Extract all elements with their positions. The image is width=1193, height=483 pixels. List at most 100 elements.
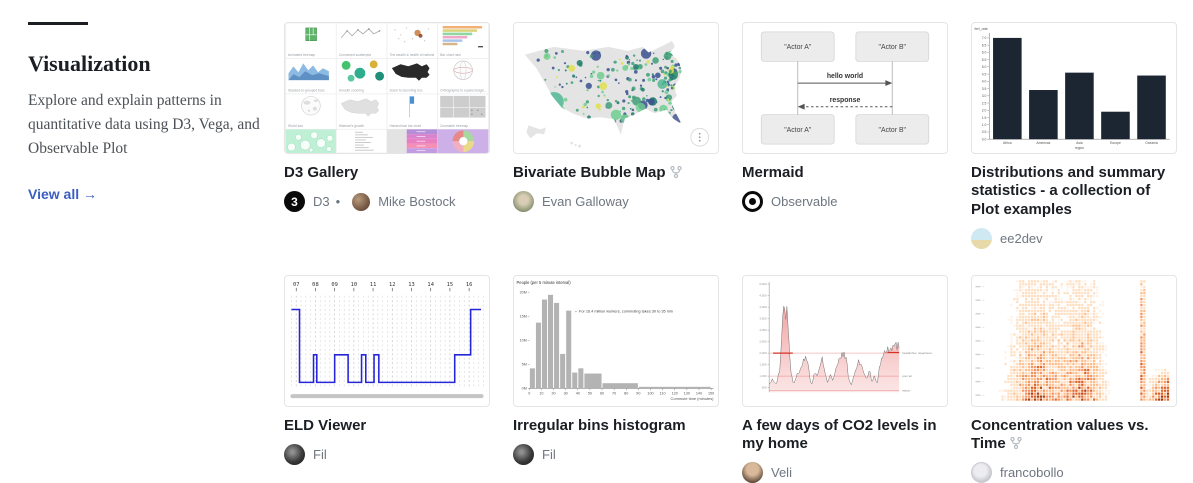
card-thumbnail-link[interactable]: People (per 5 minute interval) 0M 5M 10M 15M…	[513, 274, 719, 407]
d3-logo-avatar[interactable]: 3	[284, 191, 305, 213]
avatar[interactable]	[352, 192, 371, 211]
svg-text:Americas: Americas	[1036, 141, 1050, 145]
svg-text:90: 90	[636, 392, 640, 396]
svg-text:Stacked-to-grouped bars: Stacked-to-grouped bars	[288, 88, 325, 92]
area-chart-thumbnail: 5,000 4,500 4,000 3,500 3,000 2,500 2,000 1,500…	[759, 281, 933, 392]
svg-text:5.5: 5.5	[982, 58, 987, 62]
card-grid: Animated treemap Connected scatterplot The…	[284, 22, 1177, 483]
author-name[interactable]: Evan Galloway	[542, 194, 629, 210]
svg-text:10: 10	[351, 282, 358, 288]
svg-text:10M: 10M	[520, 338, 527, 342]
author-row: Fil	[284, 444, 490, 466]
card-d3-gallery: Animated treemap Connected scatterplot The…	[284, 22, 490, 213]
svg-text:"Actor A": "Actor A"	[784, 44, 812, 51]
section-description: Explore and explain patterns in quantita…	[28, 92, 260, 158]
avatar[interactable]	[971, 227, 992, 249]
mermaid-thumbnail: "Actor A" "Actor B" "Actor A" "Actor B" hell…	[760, 31, 930, 145]
author-name[interactable]: D3	[313, 194, 330, 210]
svg-text:5.0: 5.0	[982, 65, 987, 69]
card-title-text: Bivariate Bubble Map	[513, 164, 666, 181]
svg-text:World tour: World tour	[288, 124, 304, 128]
card-title[interactable]: Bivariate Bubble Map	[513, 164, 719, 182]
svg-text:3.5: 3.5	[982, 87, 987, 91]
svg-text:2,500: 2,500	[759, 340, 767, 344]
svg-text:4,500: 4,500	[759, 294, 767, 298]
avatar[interactable]	[284, 444, 305, 466]
card-thumbnail-link[interactable]: fert_rate 0.0 0.5 1.0 1.5 2.0 2.5 3.0 3.5 4.0 4.5 5…	[971, 22, 1177, 154]
card-title[interactable]: Concentration values vs. Time	[971, 417, 1177, 454]
svg-text:1,000: 1,000	[759, 374, 767, 378]
author-name[interactable]: ee2dev	[1000, 230, 1043, 246]
svg-text:15: 15	[447, 282, 454, 288]
card-title[interactable]: Mermaid	[742, 164, 948, 182]
card-thumbnail-link[interactable]: Animated treemap Connected scatterplot The…	[284, 22, 490, 154]
svg-text:0.0: 0.0	[982, 137, 987, 141]
card-mermaid: "Actor A" "Actor B" "Actor A" "Actor B" hell…	[742, 22, 948, 213]
svg-text:Smooth zooming: Smooth zooming	[339, 88, 364, 92]
card-thumbnail-link[interactable]: "Actor A" "Actor B" "Actor A" "Actor B" hell…	[742, 22, 948, 154]
svg-text:hello world: hello world	[827, 73, 863, 80]
svg-text:7.0: 7.0	[982, 36, 987, 40]
card-title[interactable]: Irregular bins histogram	[513, 417, 719, 435]
svg-text:Walmart's growth: Walmart's growth	[339, 124, 365, 128]
svg-text:indoor: indoor	[902, 388, 910, 392]
card-irregular-bins-histogram: People (per 5 minute interval) 0M 5M 10M 15M…	[513, 274, 719, 466]
author-name[interactable]: Mike Bostock	[378, 194, 456, 210]
card-thumbnail-link[interactable]	[971, 274, 1177, 407]
author-name[interactable]: francobollo	[1000, 465, 1064, 481]
card-title[interactable]: ELD Viewer	[284, 417, 490, 435]
bubble-map-thumbnail	[523, 40, 710, 148]
avatar[interactable]	[971, 462, 992, 483]
svg-text:"Actor A": "Actor A"	[784, 127, 812, 134]
svg-text:Connected scatterplot: Connected scatterplot	[339, 53, 371, 57]
section-title: Visualization	[28, 51, 151, 76]
author-name[interactable]: Fil	[313, 447, 327, 463]
card-thumbnail-link[interactable]: 07 08 09 10 11 12 13 14 15 16	[284, 274, 490, 407]
avatar[interactable]	[513, 444, 534, 466]
card-concentration-vs-time: Concentration values vs. Time francoboll…	[971, 274, 1177, 483]
svg-text:"Actor B": "Actor B"	[879, 44, 907, 51]
author-separator: •	[335, 194, 341, 210]
svg-text:fert_rate: fert_rate	[975, 27, 988, 31]
svg-text:0: 0	[528, 392, 530, 396]
svg-text:150: 150	[708, 392, 714, 396]
card-title[interactable]: Distributions and summary statistics - a…	[971, 164, 1177, 219]
svg-text:"Actor B": "Actor B"	[879, 127, 907, 134]
author-row: Evan Galloway	[513, 191, 719, 213]
author-name[interactable]: Fil	[542, 447, 556, 463]
svg-text:14: 14	[427, 282, 434, 288]
avatar[interactable]	[742, 462, 763, 483]
author-row: ee2dev	[971, 227, 1177, 249]
author-name[interactable]: Observable	[771, 194, 838, 210]
card-thumbnail-link[interactable]	[513, 22, 719, 154]
svg-text:1,500: 1,500	[759, 363, 767, 367]
observable-logo-avatar[interactable]	[742, 191, 763, 213]
svg-text:13: 13	[408, 282, 415, 288]
svg-text:12: 12	[389, 282, 396, 288]
svg-text:headaches, sleepiness: headaches, sleepiness	[902, 351, 932, 355]
view-all-link[interactable]: View all →	[28, 185, 97, 202]
card-title[interactable]: D3 Gallery	[284, 164, 490, 182]
svg-text:2.0: 2.0	[982, 109, 987, 113]
card-thumbnail-link[interactable]: 5,000 4,500 4,000 3,500 3,000 2,500 2,000 1,500…	[742, 274, 948, 407]
svg-text:3,000: 3,000	[759, 328, 767, 332]
svg-text:11: 11	[370, 282, 377, 288]
svg-text:response: response	[830, 97, 861, 104]
svg-text:1.0: 1.0	[982, 123, 987, 127]
svg-text:20: 20	[551, 392, 555, 396]
author-row: Veli	[742, 462, 948, 483]
svg-text:5,000: 5,000	[759, 282, 767, 286]
svg-text:40: 40	[576, 392, 580, 396]
histogram-thumbnail: People (per 5 minute interval) 0M 5M 10M 15M…	[517, 280, 715, 401]
card-title[interactable]: A few days of CO2 levels in my home	[742, 417, 948, 454]
svg-text:4,000: 4,000	[759, 305, 767, 309]
svg-text:poor air: poor air	[902, 374, 912, 378]
avatar[interactable]	[513, 191, 534, 213]
svg-text:Orthographic to equirectangul…: Orthographic to equirectangul…	[440, 88, 487, 92]
svg-text:130: 130	[684, 392, 690, 396]
svg-text:60: 60	[600, 392, 604, 396]
author-name[interactable]: Veli	[771, 465, 792, 481]
svg-text:6.5: 6.5	[982, 43, 987, 47]
svg-text:Bar chart race: Bar chart race	[440, 53, 461, 57]
